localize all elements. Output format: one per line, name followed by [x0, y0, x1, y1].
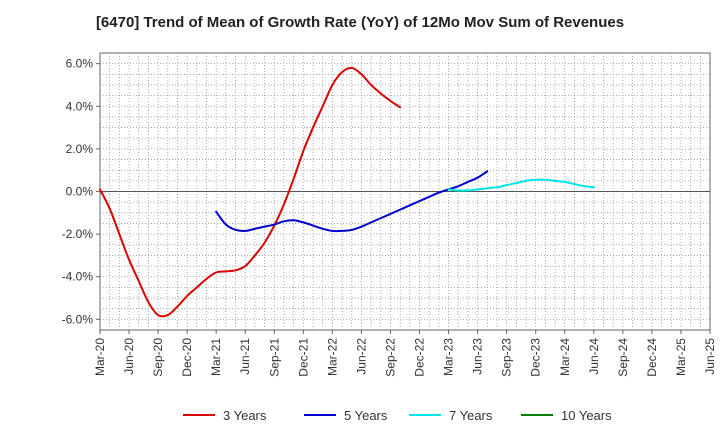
- x-tick-label: Sep-22: [383, 338, 397, 377]
- x-tick-label: Jun-24: [587, 338, 601, 375]
- x-tick-label: Mar-22: [325, 338, 339, 376]
- x-tick-label: Dec-22: [413, 338, 427, 377]
- grid: [99, 52, 711, 331]
- x-tick-label: Mar-21: [209, 338, 223, 376]
- series-line-3-years: [99, 66, 402, 318]
- series-line-5-years: [215, 170, 489, 233]
- x-tick-label: Dec-23: [529, 338, 543, 377]
- y-tick-label: -2.0%: [62, 227, 94, 241]
- x-tick-label: Dec-20: [180, 338, 194, 377]
- axes: -6.0% -4.0% -2.0% 0.0% 2.0% 4.0% 6.0% Mar-20 Jun…: [62, 57, 717, 377]
- x-tick-label: Sep-24: [616, 338, 630, 377]
- x-tick-label: Mar-25: [674, 338, 688, 376]
- legend-label-5-years: 5 Years: [344, 408, 388, 423]
- y-tick-label: -6.0%: [62, 312, 94, 326]
- y-tick-label: 4.0%: [66, 99, 94, 113]
- series-line-7-years: [447, 178, 595, 192]
- x-tick-label: Mar-24: [558, 338, 572, 376]
- x-tick-label: Mar-20: [93, 338, 107, 376]
- legend: 3 Years 5 Years 7 Years 10 Years: [183, 408, 612, 423]
- x-tick-label: Sep-23: [500, 338, 514, 377]
- x-tick-label: Sep-21: [267, 338, 281, 377]
- legend-label-3-years: 3 Years: [223, 408, 267, 423]
- legend-label-7-years: 7 Years: [449, 408, 493, 423]
- x-tick-label: Jun-20: [122, 338, 136, 375]
- x-tick-label: Jun-21: [238, 338, 252, 375]
- chart-title: [6470] Trend of Mean of Growth Rate (YoY…: [95, 14, 625, 31]
- x-tick-label: Jun-22: [354, 338, 368, 375]
- series-lines: [99, 66, 595, 318]
- x-tick-label: Dec-24: [645, 338, 659, 377]
- x-tick-label: Jun-25: [703, 338, 717, 375]
- x-tick-label: Jun-23: [471, 338, 485, 375]
- y-tick-label: 2.0%: [66, 142, 94, 156]
- legend-label-10-years: 10 Years: [561, 408, 612, 423]
- y-tick-label: 0.0%: [66, 185, 94, 199]
- x-tick-label: Dec-21: [296, 338, 310, 377]
- x-tick-label: Mar-23: [442, 338, 456, 376]
- x-tick-label: Sep-20: [151, 338, 165, 377]
- y-tick-label: 6.0%: [66, 57, 94, 71]
- y-tick-label: -4.0%: [62, 270, 94, 284]
